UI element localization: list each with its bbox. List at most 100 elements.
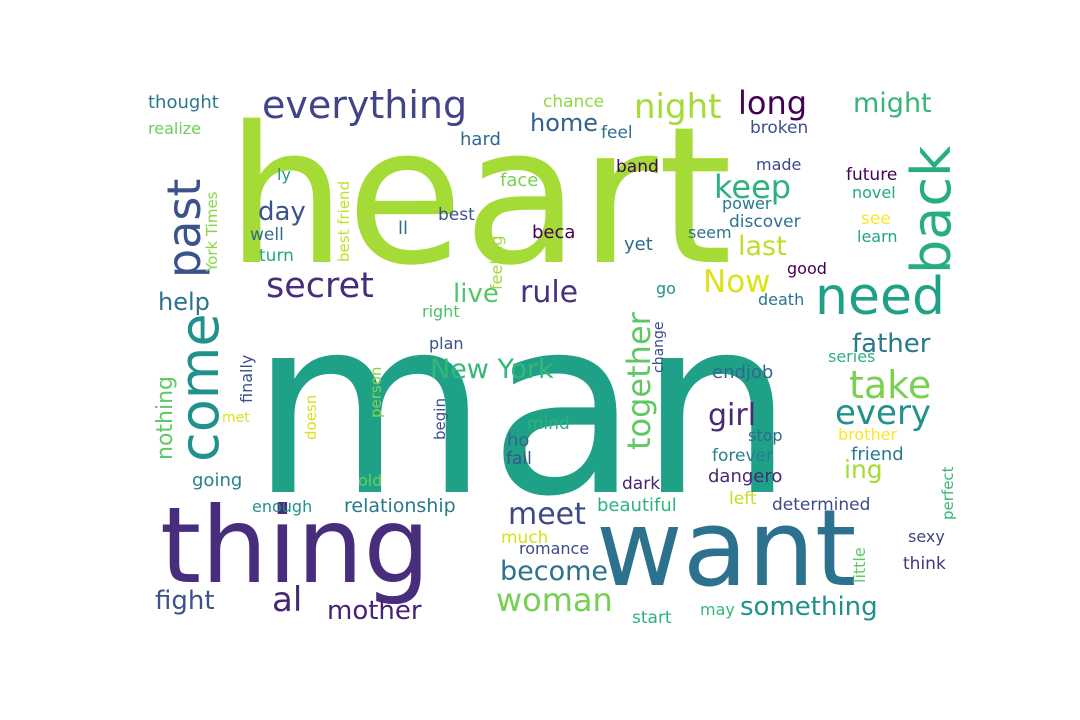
word-forever: forever bbox=[712, 446, 773, 466]
word-brother: brother bbox=[838, 425, 897, 444]
word-live: live bbox=[453, 279, 499, 309]
word-night: night bbox=[634, 87, 721, 127]
word-take: take bbox=[849, 363, 931, 407]
word-made: made bbox=[756, 155, 801, 174]
word-perfect: perfect bbox=[939, 466, 957, 520]
word-left: left bbox=[729, 489, 757, 509]
word-day: day bbox=[258, 197, 306, 227]
word-endjob: endjob bbox=[712, 362, 773, 383]
word-help: help bbox=[158, 288, 210, 316]
word-much: much bbox=[501, 528, 548, 548]
word-rule: rule bbox=[520, 275, 578, 310]
word-right: right bbox=[422, 302, 460, 321]
word-father: father bbox=[852, 329, 931, 359]
word-meet: meet bbox=[508, 497, 586, 532]
word-man: man bbox=[250, 265, 794, 550]
word-romance: romance bbox=[519, 539, 589, 558]
word-feeling: feeling bbox=[487, 235, 506, 290]
word-going: going bbox=[192, 470, 242, 491]
word-begin: begin bbox=[431, 398, 449, 440]
word-keep: keep bbox=[714, 168, 791, 206]
word-nothing: nothing bbox=[153, 376, 178, 460]
word-back: back bbox=[900, 145, 963, 274]
word-mother: mother bbox=[327, 596, 422, 626]
word-enough: enough bbox=[252, 497, 312, 516]
word-learn: learn bbox=[857, 227, 898, 246]
word-think: think bbox=[903, 554, 946, 574]
word-seem: seem bbox=[688, 223, 732, 242]
word-ll: ll bbox=[398, 218, 408, 239]
word-see: see bbox=[861, 209, 891, 229]
word-might: might bbox=[853, 88, 932, 119]
word-beca: beca bbox=[532, 222, 575, 243]
word-start: start bbox=[632, 608, 672, 628]
word-discover: discover bbox=[729, 212, 801, 232]
word-hard: hard bbox=[460, 129, 501, 150]
word-thought: thought bbox=[148, 92, 219, 113]
word-good: good bbox=[787, 259, 827, 278]
word-death: death bbox=[758, 290, 804, 309]
word-girl: girl bbox=[708, 398, 756, 433]
word-together: together bbox=[620, 311, 658, 450]
word-go: go bbox=[656, 279, 676, 298]
word-something: something bbox=[740, 592, 878, 622]
word-best: best bbox=[438, 205, 475, 225]
word-home: home bbox=[530, 109, 598, 137]
word-secret: secret bbox=[266, 266, 374, 306]
word-ho: ho bbox=[507, 430, 529, 451]
word-fall: fall bbox=[506, 449, 532, 469]
word-now: Now bbox=[703, 264, 771, 300]
word-face: face bbox=[500, 170, 538, 191]
word-power: power bbox=[722, 194, 772, 213]
word-need: need bbox=[815, 267, 945, 327]
word-mind: mind bbox=[527, 414, 570, 434]
word-beautiful: beautiful bbox=[597, 495, 677, 516]
word-past: past bbox=[157, 179, 211, 278]
word-novel: novel bbox=[852, 183, 896, 202]
word-ly: ly bbox=[277, 165, 291, 184]
word-everything: everything bbox=[262, 83, 467, 127]
word-doesn: doesn bbox=[302, 395, 320, 440]
word-realize: realize bbox=[148, 119, 201, 138]
word-relationship: relationship bbox=[344, 495, 456, 517]
word-met: met bbox=[222, 410, 250, 426]
word-band: band bbox=[616, 157, 659, 177]
word-turn: turn bbox=[259, 246, 294, 266]
word-well: well bbox=[250, 225, 284, 245]
word-thing: thing bbox=[160, 485, 430, 607]
word-every: every bbox=[835, 393, 931, 433]
word-heart: heart bbox=[226, 86, 732, 307]
word-best-friend: best friend bbox=[335, 181, 353, 262]
word-come: come bbox=[168, 313, 231, 462]
word-series: series bbox=[828, 347, 875, 366]
word-long: long bbox=[738, 84, 807, 122]
word-chance: chance bbox=[543, 92, 604, 112]
word-woman: woman bbox=[496, 581, 613, 619]
word-may: may bbox=[700, 600, 735, 619]
word-dangero: dangero bbox=[708, 466, 782, 487]
word-broken: broken bbox=[750, 118, 808, 138]
word-sexy: sexy bbox=[908, 527, 945, 546]
word-yet: yet bbox=[624, 234, 653, 255]
word-ing: ing bbox=[844, 455, 883, 484]
word-finally: finally bbox=[237, 355, 256, 403]
word-dark: dark bbox=[622, 474, 660, 494]
word-feel: feel bbox=[601, 123, 633, 143]
word-new-york: New York bbox=[430, 354, 554, 385]
word-little: little bbox=[850, 547, 869, 583]
word-last: last bbox=[738, 231, 787, 262]
word-york-times: York Times bbox=[203, 191, 221, 273]
word-stop: stop bbox=[748, 426, 783, 445]
word-want: want bbox=[596, 487, 856, 610]
word-fight: fight bbox=[155, 586, 215, 616]
word-future: future bbox=[846, 165, 897, 185]
word-become: become bbox=[500, 556, 608, 587]
word-person: person bbox=[367, 367, 385, 418]
word-friend: friend bbox=[851, 444, 904, 465]
word-al: al bbox=[272, 580, 302, 620]
word-plan: plan bbox=[429, 334, 464, 353]
word-old: old bbox=[358, 471, 382, 490]
word-determined: determined bbox=[772, 495, 870, 515]
